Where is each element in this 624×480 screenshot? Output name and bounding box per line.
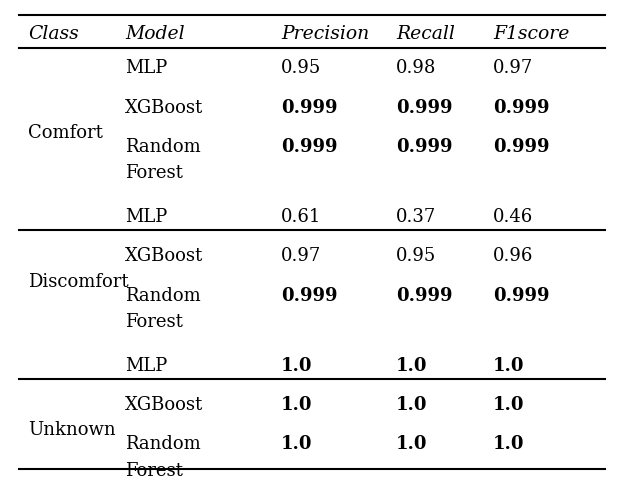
Text: 0.96: 0.96 xyxy=(493,247,534,265)
Text: 0.999: 0.999 xyxy=(396,98,453,117)
Text: Random: Random xyxy=(125,287,200,305)
Text: 0.97: 0.97 xyxy=(493,59,534,77)
Text: 1.0: 1.0 xyxy=(281,396,312,414)
Text: 0.37: 0.37 xyxy=(396,208,437,226)
Text: Forest: Forest xyxy=(125,462,183,480)
Text: Recall: Recall xyxy=(396,24,455,43)
Text: Class: Class xyxy=(28,24,79,43)
Text: XGBoost: XGBoost xyxy=(125,247,203,265)
Text: 0.999: 0.999 xyxy=(281,98,338,117)
Text: Unknown: Unknown xyxy=(28,421,115,439)
Text: 0.999: 0.999 xyxy=(281,287,338,305)
Text: 1.0: 1.0 xyxy=(281,435,312,454)
Text: 0.999: 0.999 xyxy=(396,287,453,305)
Text: MLP: MLP xyxy=(125,208,167,226)
Text: 0.999: 0.999 xyxy=(493,287,550,305)
Text: 1.0: 1.0 xyxy=(396,435,427,454)
Text: MLP: MLP xyxy=(125,357,167,375)
Text: 0.999: 0.999 xyxy=(493,98,550,117)
Text: 0.61: 0.61 xyxy=(281,208,321,226)
Text: Random: Random xyxy=(125,138,200,156)
Text: Model: Model xyxy=(125,24,185,43)
Text: XGBoost: XGBoost xyxy=(125,396,203,414)
Text: 1.0: 1.0 xyxy=(281,357,312,375)
Text: 0.95: 0.95 xyxy=(396,247,437,265)
Text: 0.999: 0.999 xyxy=(281,138,338,156)
Text: Precision: Precision xyxy=(281,24,369,43)
Text: Random: Random xyxy=(125,435,200,454)
Text: MLP: MLP xyxy=(125,59,167,77)
Text: 1.0: 1.0 xyxy=(493,357,524,375)
Text: Forest: Forest xyxy=(125,164,183,182)
Text: 1.0: 1.0 xyxy=(396,396,427,414)
Text: 0.46: 0.46 xyxy=(493,208,534,226)
Text: Discomfort: Discomfort xyxy=(28,273,129,290)
Text: 0.999: 0.999 xyxy=(396,138,453,156)
Text: 1.0: 1.0 xyxy=(493,435,524,454)
Text: 0.999: 0.999 xyxy=(493,138,550,156)
Text: XGBoost: XGBoost xyxy=(125,98,203,117)
Text: Forest: Forest xyxy=(125,313,183,331)
Text: Comfort: Comfort xyxy=(28,124,103,142)
Text: F1score: F1score xyxy=(493,24,569,43)
Text: 1.0: 1.0 xyxy=(493,396,524,414)
Text: 0.98: 0.98 xyxy=(396,59,437,77)
Text: 0.97: 0.97 xyxy=(281,247,321,265)
Text: 0.95: 0.95 xyxy=(281,59,321,77)
Text: 1.0: 1.0 xyxy=(396,357,427,375)
